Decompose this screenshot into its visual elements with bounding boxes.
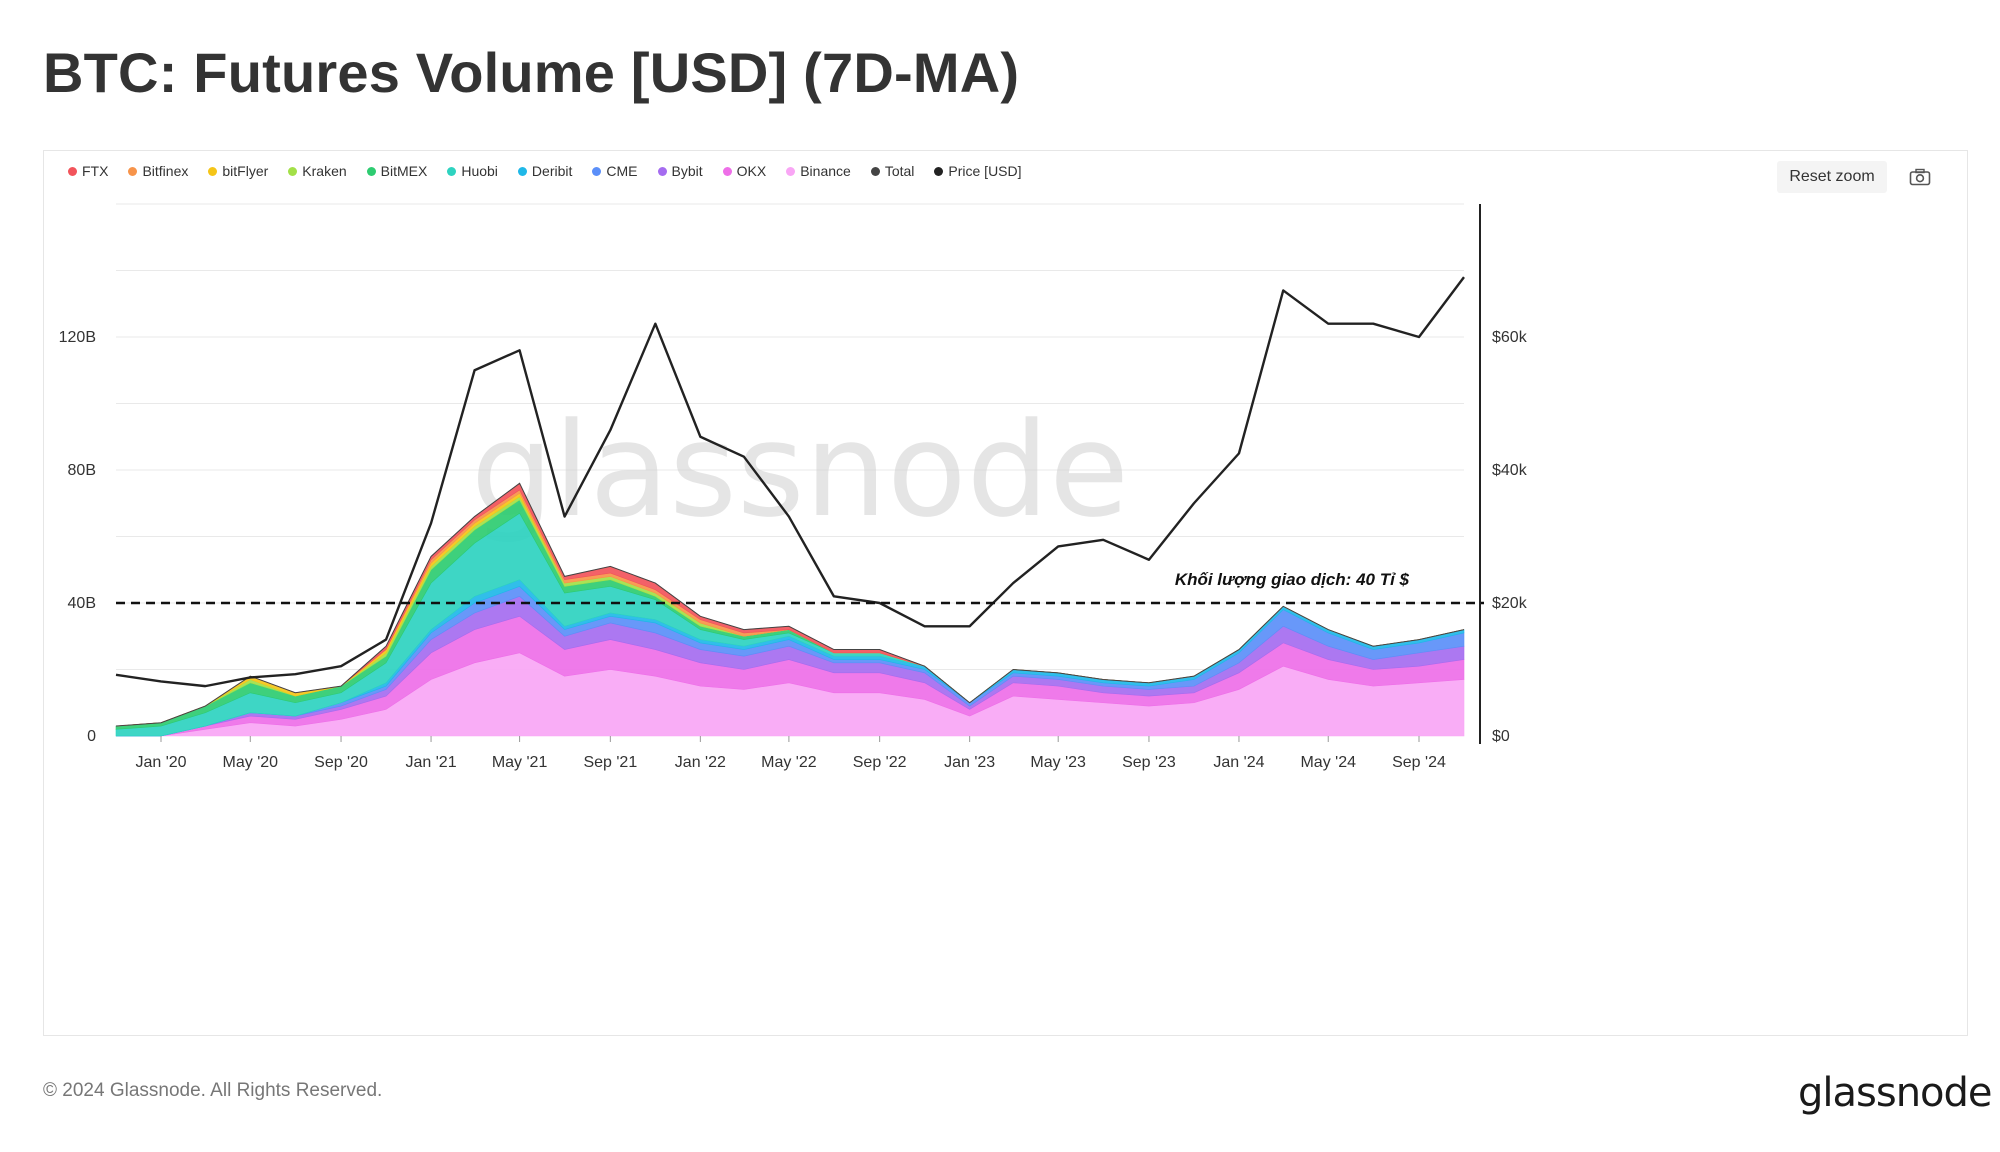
- legend-item-deribit[interactable]: Deribit: [517, 163, 573, 179]
- x-tick-label: Jan '20: [135, 754, 186, 771]
- y-right-tick-label: $40k: [1492, 462, 1528, 479]
- legend-dot: [722, 166, 732, 176]
- legend-dot: [447, 166, 457, 176]
- legend-label: Deribit: [531, 163, 573, 179]
- x-tick-label: Sep '20: [314, 754, 368, 771]
- x-tick-label: Jan '24: [1213, 754, 1264, 771]
- chart-legend: FTX Bitfinex bitFlyer Kraken BitMEX Huobi Deri…: [68, 163, 1022, 179]
- legend-item-total[interactable]: Total: [870, 163, 915, 179]
- legend-item-huobi[interactable]: Huobi: [447, 163, 498, 179]
- legend-dot: [68, 166, 77, 176]
- legend-label: Bybit: [671, 163, 703, 179]
- page-title: BTC: Futures Volume [USD] (7D-MA): [43, 41, 1020, 104]
- x-tick-label: Jan '22: [675, 754, 726, 771]
- x-tick-label: Jan '21: [406, 754, 457, 771]
- legend-dot: [870, 166, 880, 176]
- legend-item-bitmex[interactable]: BitMEX: [366, 163, 428, 179]
- reset-zoom-button[interactable]: Reset zoom: [1777, 161, 1887, 193]
- camera-icon[interactable]: [1906, 164, 1934, 190]
- legend-item-ftx[interactable]: FTX: [68, 163, 108, 179]
- watermark: glassnode: [471, 394, 1129, 546]
- legend-label: OKX: [736, 163, 767, 179]
- reference-line-label: Khối lượng giao dịch: 40 Tỉ $: [1175, 570, 1410, 589]
- legend-dot: [288, 166, 298, 176]
- x-tick-label: May '23: [1030, 754, 1086, 771]
- y-right-tick-label: $0: [1492, 728, 1510, 745]
- y-left-tick-label: 80B: [68, 462, 96, 479]
- series-line-total: [115, 482, 1465, 727]
- legend-label: BitMEX: [380, 163, 428, 179]
- legend-item-kraken[interactable]: Kraken: [288, 163, 347, 179]
- series-line-price: [115, 276, 1465, 688]
- legend-label: bitFlyer: [222, 163, 269, 179]
- legend-label: Price [USD]: [948, 163, 1022, 179]
- x-tick-label: Sep '23: [1122, 754, 1176, 771]
- y-left-tick-label: 0: [87, 728, 96, 745]
- y-right-tick-label: $20k: [1492, 595, 1528, 612]
- legend-label: Huobi: [461, 163, 498, 179]
- legend-dot: [366, 166, 376, 176]
- legend-item-cme[interactable]: CME: [592, 163, 638, 179]
- legend-item-bitfinex[interactable]: Bitfinex: [128, 163, 188, 179]
- legend-dot: [128, 166, 138, 176]
- legend-dot: [934, 166, 944, 176]
- legend-dot: [657, 166, 667, 176]
- x-tick-label: May '22: [761, 754, 817, 771]
- legend-item-binance[interactable]: Binance: [786, 163, 851, 179]
- x-tick-label: May '24: [1300, 754, 1356, 771]
- x-tick-label: Sep '21: [583, 754, 637, 771]
- legend-item-bybit[interactable]: Bybit: [657, 163, 703, 179]
- legend-label: Kraken: [302, 163, 347, 179]
- legend-label: Total: [884, 163, 915, 179]
- chart-plot: glassnode Khối lượng giao dịch: 40 Tỉ $ 0 4…: [59, 203, 1528, 771]
- legend-dot: [208, 166, 218, 176]
- legend-label: CME: [606, 163, 638, 179]
- x-tick-label: May '21: [492, 754, 548, 771]
- y-left-tick-label: 120B: [59, 329, 96, 346]
- legend-item-bitflyer[interactable]: bitFlyer: [208, 163, 268, 179]
- y-left-tick-label: 40B: [68, 595, 96, 612]
- legend-label: Bitfinex: [142, 163, 189, 179]
- chart-card: FTX Bitfinex bitFlyer Kraken BitMEX Huobi Deri…: [43, 150, 1968, 1036]
- y-right-tick-label: $60k: [1492, 329, 1528, 346]
- x-tick-label: May '20: [223, 754, 279, 771]
- x-tick-label: Sep '22: [853, 754, 907, 771]
- x-tick-label: Sep '24: [1392, 754, 1446, 771]
- x-tick-label: Jan '23: [944, 754, 995, 771]
- glassnode-logo: glassnode: [1798, 1070, 1993, 1116]
- legend-label: Binance: [800, 163, 851, 179]
- legend-dot: [592, 166, 602, 176]
- legend-item-okx[interactable]: OKX: [722, 163, 767, 179]
- legend-item-price-usd[interactable]: Price [USD]: [934, 163, 1022, 179]
- legend-dot: [786, 166, 796, 176]
- legend-label: FTX: [82, 163, 109, 179]
- legend-dot: [517, 166, 527, 176]
- footer-copyright: © 2024 Glassnode. All Rights Reserved.: [43, 1080, 383, 1101]
